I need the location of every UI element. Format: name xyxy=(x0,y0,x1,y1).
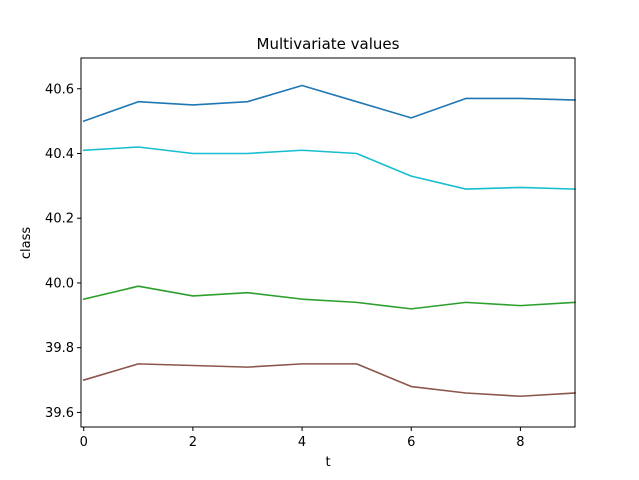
series-line-3 xyxy=(82,285,576,310)
chart-title: Multivariate values xyxy=(257,35,400,53)
y-tick-label: 39.8 xyxy=(45,341,74,356)
x-tick-label: 6 xyxy=(407,435,415,450)
plot-frame xyxy=(80,57,576,428)
x-tick-label: 4 xyxy=(298,435,306,450)
x-tick-label: 0 xyxy=(80,435,88,450)
series-line-4 xyxy=(82,363,576,398)
y-tick-label: 39.6 xyxy=(45,406,74,421)
y-tick-label: 40.4 xyxy=(45,147,74,162)
y-axis-label: class xyxy=(19,227,34,259)
y-tick-label: 40.2 xyxy=(45,212,74,227)
x-axis-ticks: 0 2 4 6 8 xyxy=(80,427,525,450)
x-tick-label: 2 xyxy=(189,435,197,450)
y-axis-ticks: 39.6 39.8 40.0 40.2 40.4 40.6 xyxy=(45,82,81,421)
x-axis-label: t xyxy=(325,455,330,470)
y-tick-label: 40.0 xyxy=(45,276,74,291)
series-line-1 xyxy=(82,84,576,123)
y-tick-label: 40.6 xyxy=(45,82,74,97)
x-tick-label: 8 xyxy=(516,435,524,450)
series-line-2 xyxy=(82,146,576,190)
series-layer xyxy=(82,84,576,398)
